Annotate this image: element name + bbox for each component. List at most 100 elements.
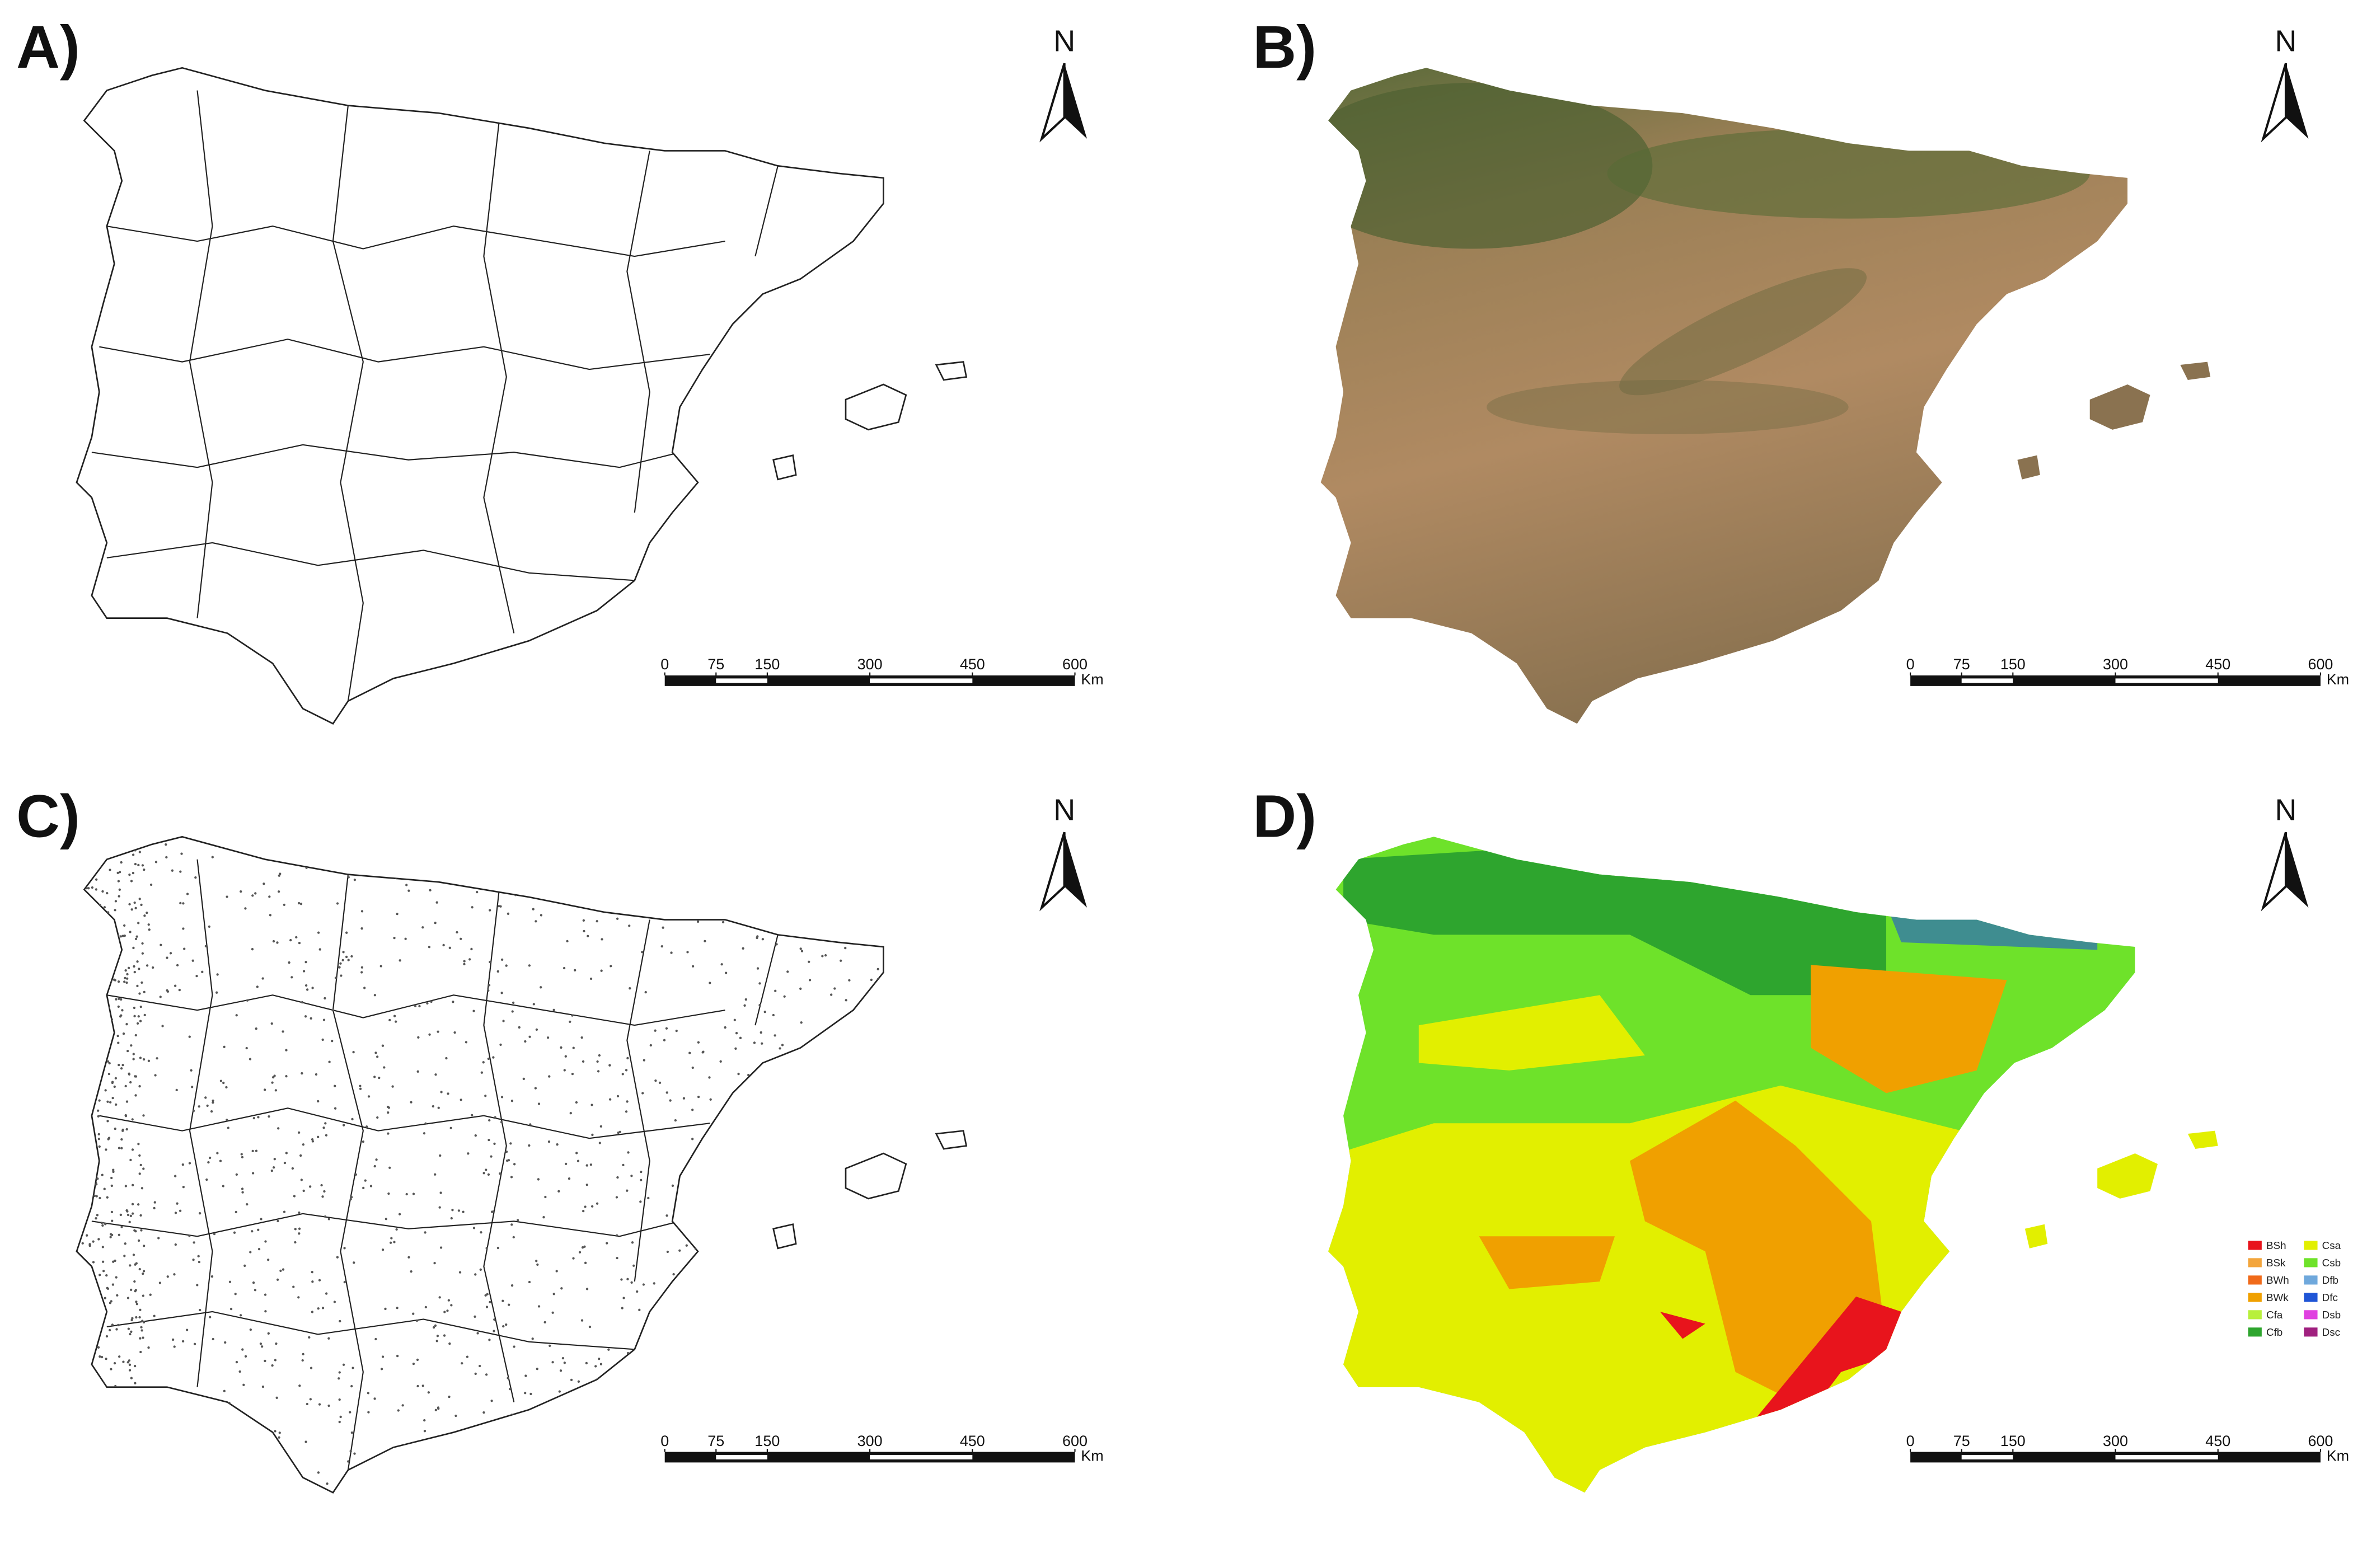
point (102, 1413, 106, 1416)
point (276, 941, 279, 944)
point (243, 1264, 246, 1267)
point (628, 924, 631, 927)
point (543, 875, 546, 878)
legend-swatch (2248, 1275, 2262, 1285)
point (569, 1020, 571, 1024)
point (73, 884, 75, 886)
point (86, 1456, 89, 1458)
point (632, 853, 635, 856)
point (695, 1490, 697, 1493)
point (606, 1452, 609, 1455)
point (775, 1102, 778, 1105)
point (482, 1172, 485, 1175)
point (783, 995, 786, 998)
point (796, 1486, 799, 1489)
point (680, 1326, 683, 1329)
point (109, 1101, 112, 1104)
point (72, 1342, 74, 1345)
point (812, 1408, 815, 1411)
point (485, 1373, 488, 1376)
point (869, 1350, 872, 1353)
point (858, 1234, 861, 1237)
point (304, 961, 307, 964)
point (174, 984, 177, 987)
point (134, 1423, 137, 1425)
point (102, 950, 105, 953)
point (133, 1454, 136, 1458)
point (72, 1106, 74, 1108)
point (133, 901, 136, 904)
point (528, 1280, 531, 1284)
point (126, 1213, 130, 1217)
point (821, 1090, 824, 1093)
point (639, 1200, 642, 1203)
point (76, 1002, 79, 1006)
point (233, 1231, 236, 1234)
point (97, 1346, 100, 1349)
point (81, 1415, 84, 1418)
point (129, 931, 132, 933)
point (522, 855, 526, 858)
scale-label: 75 (1953, 656, 1970, 673)
point (127, 1327, 130, 1330)
point (315, 1073, 318, 1076)
point (691, 1233, 693, 1236)
point (102, 1432, 105, 1435)
point (758, 1212, 761, 1215)
point (128, 1072, 130, 1075)
panel-label: A) (16, 13, 80, 81)
point (834, 1243, 837, 1246)
point (254, 1289, 257, 1292)
point (92, 974, 95, 977)
point (77, 1197, 80, 1200)
point (840, 959, 842, 962)
point (268, 895, 271, 898)
panel-label: C) (16, 782, 80, 849)
point (600, 969, 603, 972)
point (95, 1087, 97, 1090)
point (870, 930, 873, 933)
point (448, 946, 451, 949)
point (210, 1110, 213, 1113)
point (124, 1085, 127, 1087)
point (570, 1378, 573, 1382)
point (100, 1426, 102, 1430)
point (338, 1398, 341, 1401)
point (877, 1409, 880, 1412)
point (626, 1100, 629, 1103)
point (766, 1083, 768, 1086)
point (812, 871, 815, 874)
point (735, 1032, 738, 1035)
point (724, 1188, 728, 1191)
point (140, 981, 143, 984)
point (448, 1395, 451, 1398)
point (108, 1433, 111, 1436)
point (590, 1478, 593, 1481)
legend-swatch (2248, 1327, 2262, 1337)
point (740, 1484, 743, 1486)
point (354, 1173, 358, 1176)
point (349, 1411, 351, 1414)
point (416, 1070, 419, 1073)
point (369, 1185, 373, 1187)
point (107, 1031, 110, 1035)
point (461, 1362, 463, 1365)
point (130, 880, 133, 882)
point (113, 1362, 116, 1365)
point (797, 1185, 800, 1188)
point (616, 917, 619, 920)
point (434, 1409, 437, 1411)
point (476, 1332, 479, 1335)
point (251, 1172, 255, 1175)
point (721, 1201, 724, 1205)
point (140, 1444, 143, 1447)
point (544, 1195, 547, 1199)
point (213, 1232, 216, 1236)
point (90, 942, 92, 945)
point (883, 1432, 884, 1435)
point (278, 1436, 280, 1439)
point (153, 1315, 156, 1317)
point (95, 888, 98, 891)
point (228, 1280, 232, 1283)
point (138, 1427, 142, 1430)
